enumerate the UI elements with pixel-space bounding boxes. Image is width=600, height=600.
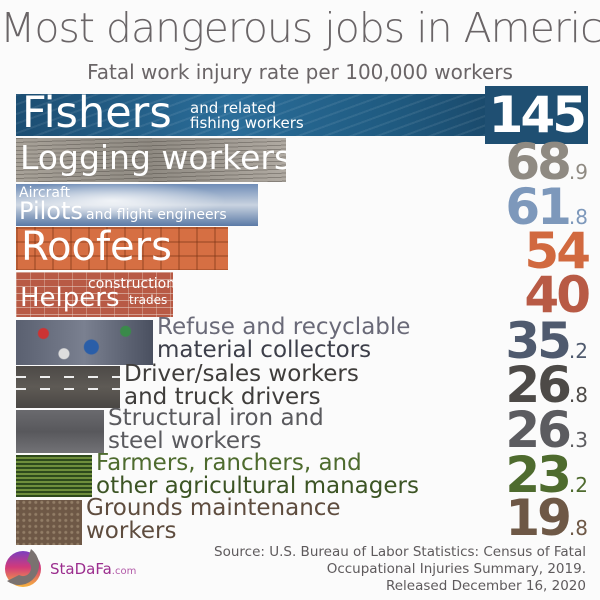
stadafa-logo-icon xyxy=(5,549,41,587)
value-label-roofers: 54 xyxy=(524,222,591,280)
bar-label-main: Pilots xyxy=(19,197,83,225)
value-label-drivers: 26.8 xyxy=(505,356,588,414)
bar-refuse xyxy=(16,320,153,365)
value-label-pilots: 61.8 xyxy=(505,178,588,236)
bar-label-main: Logging workers xyxy=(20,138,286,177)
value-label-refuse: 35.2 xyxy=(505,312,588,370)
bar-label-external: Farmers, ranchers, and other agricultura… xyxy=(96,450,419,500)
value-label-structural-iron: 26.3 xyxy=(505,401,588,459)
bar-helpers: construction Helpers trades xyxy=(16,272,173,317)
bar-pilots: Aircraft Pilots and flight engineers xyxy=(16,184,258,226)
bar-label-external: Structural iron and steel workers xyxy=(108,405,324,455)
stadafa-logo-text[interactable]: StaDaFa.com xyxy=(50,560,137,578)
bar-label-sub: and related xyxy=(190,99,277,117)
bar-logging: Logging workers xyxy=(16,138,286,182)
bar-label-main: Fishers xyxy=(22,94,172,136)
bar-label-sub: construction xyxy=(88,276,173,292)
bar-label-sub: trades xyxy=(129,293,168,307)
bar-fishers: Fishers and related fishing workers xyxy=(16,94,555,136)
value-label-grounds: 19.8 xyxy=(505,489,588,547)
value-label-farmers: 23.2 xyxy=(505,446,588,504)
bar-label-external: Grounds maintenance workers xyxy=(86,495,341,545)
bar-label-pre: Aircraft xyxy=(19,185,71,201)
bar-label-sub: and flight engineers xyxy=(86,207,227,223)
bar-farmers xyxy=(16,455,92,497)
bar-label-external: Refuse and recyclable material collector… xyxy=(157,314,411,364)
chart-subtitle: Fatal work injury rate per 100,000 worke… xyxy=(87,60,513,84)
bar-structural-iron xyxy=(16,410,104,453)
bar-label-external: Driver/sales workers and truck drivers xyxy=(124,361,359,411)
source-note: Source: U.S. Bureau of Labor Statistics:… xyxy=(214,544,586,594)
bar-label-sub: fishing workers xyxy=(190,114,304,132)
bar-roofers: Roofers xyxy=(16,227,228,270)
bar-grounds xyxy=(16,500,82,545)
value-label-logging: 68.9 xyxy=(505,133,588,191)
value-label-helpers: 40 xyxy=(524,266,591,324)
value-label-fishers: 145 xyxy=(484,86,588,144)
bar-drivers xyxy=(16,366,120,408)
chart-title: Most dangerous jobs in America xyxy=(0,4,600,52)
bar-label-main: Roofers xyxy=(21,227,172,270)
bar-label-main: Helpers xyxy=(20,283,120,313)
